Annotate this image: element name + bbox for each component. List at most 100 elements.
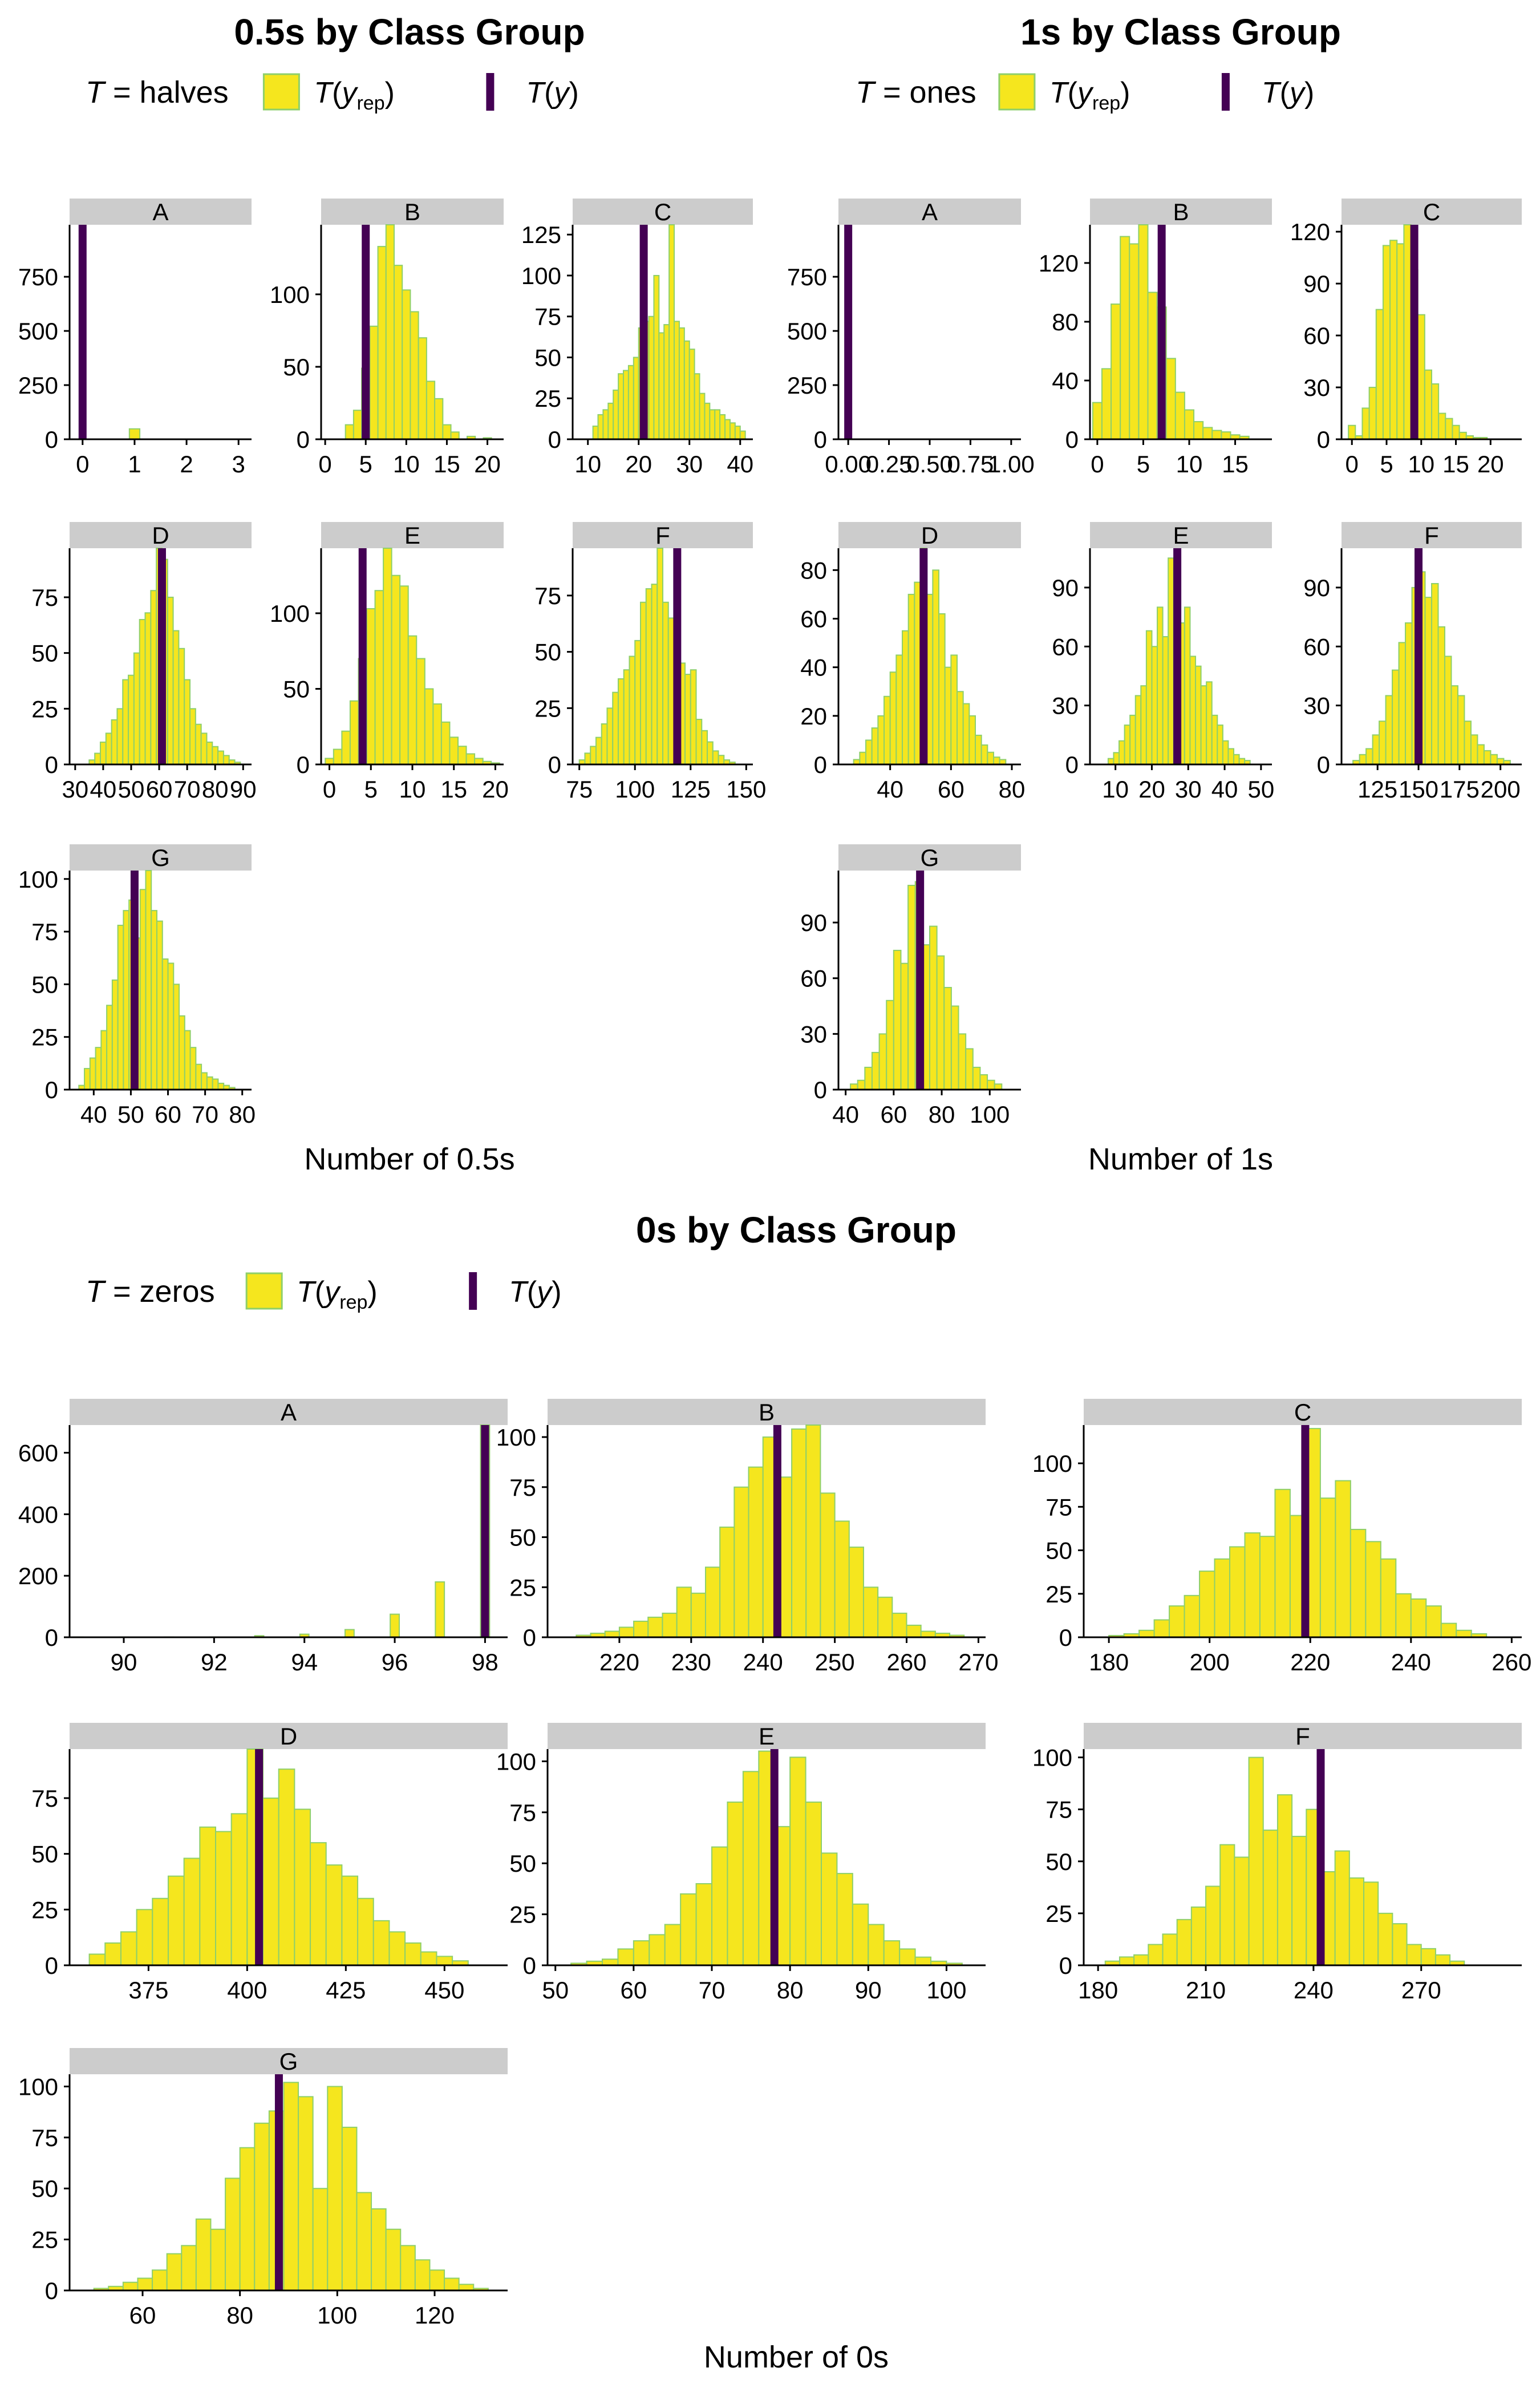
x-tick-label: 100: [970, 1101, 1010, 1128]
histogram-bar: [891, 1612, 907, 1638]
histogram-bar: [407, 635, 418, 766]
histogram-bar: [938, 613, 946, 765]
histogram-bar: [434, 398, 444, 440]
histogram-bar: [156, 920, 163, 1090]
histogram-bar: [1113, 752, 1120, 765]
panel-strip: [573, 522, 753, 548]
legend-observed-swatch: [469, 1272, 477, 1310]
histogram-bar: [1274, 1488, 1291, 1638]
histogram-bar: [1335, 1480, 1351, 1638]
histogram-bar: [612, 691, 619, 765]
x-tick-label: 20: [625, 451, 652, 477]
x-tick-label: 240: [1294, 1977, 1334, 2004]
x-tick-label: 70: [699, 1977, 726, 2004]
legend-statistic-label: T = ones: [856, 75, 976, 110]
x-axis-title: Number of 0s: [704, 2340, 889, 2374]
histogram-bar: [584, 752, 591, 765]
observed-line: [1410, 225, 1419, 439]
histogram-bar: [416, 658, 425, 765]
histogram-bar: [458, 2284, 475, 2292]
histogram-bar: [440, 721, 451, 765]
panel-a: A 0 250 500 750 0 1 2 3: [18, 199, 252, 477]
observed-line: [130, 871, 139, 1090]
histogram-bar: [1234, 1856, 1250, 1966]
histogram-bar: [932, 569, 940, 766]
histogram-bar: [645, 588, 653, 765]
histogram-bar: [1248, 1756, 1264, 1966]
histogram-bar: [151, 910, 157, 1090]
panel-strip: [573, 199, 753, 225]
panel-strip: [1084, 1723, 1522, 1749]
histogram-bar: [1190, 1906, 1207, 1966]
histogram-bar: [602, 409, 609, 440]
y-tick-label: 100: [521, 262, 561, 289]
histogram-bar: [1477, 744, 1485, 765]
histogram-bar: [388, 1931, 406, 1966]
histogram-bar: [889, 671, 897, 766]
legend-2: T = zeros T(yrep) T(y): [86, 1272, 562, 1313]
histogram-bar: [184, 679, 191, 765]
histogram-bar: [167, 1875, 185, 1966]
histogram-bar: [902, 630, 909, 765]
panel-strip: [70, 1399, 508, 1425]
x-tick-label: 260: [886, 1649, 926, 1675]
histogram-bar: [968, 715, 976, 765]
histogram-bar: [1348, 1877, 1365, 1966]
x-tick-label: 50: [1248, 776, 1275, 803]
y-tick-label: 0: [45, 2277, 58, 2304]
histogram-bar: [283, 2082, 299, 2292]
y-tick-label: 90: [800, 909, 827, 936]
x-tick-label: 270: [1401, 1977, 1441, 2004]
panel-label: E: [759, 1723, 775, 1750]
histogram-bar: [1111, 303, 1121, 440]
y-tick-label: 50: [31, 971, 58, 998]
histogram-bar: [444, 2277, 460, 2291]
histogram-bar: [374, 590, 384, 766]
panel-label: B: [1173, 199, 1189, 225]
y-tick-label: 0: [548, 751, 561, 778]
histogram-bar: [734, 426, 741, 440]
histogram-bar: [167, 962, 175, 1091]
histogram-bar: [201, 1072, 208, 1091]
x-tick-label: 92: [201, 1649, 228, 1675]
panel-label: F: [655, 522, 670, 549]
chart-title: 1s by Class Group: [1020, 11, 1341, 52]
histogram-bar: [865, 739, 873, 766]
panel-strip: [70, 2048, 508, 2074]
histogram-bar: [199, 1826, 216, 1966]
histogram-bar: [1389, 240, 1398, 440]
histogram-bar: [1120, 236, 1130, 440]
y-tick-label: 30: [800, 1021, 827, 1047]
x-tick-label: 70: [174, 776, 201, 803]
histogram-bar: [647, 1616, 663, 1638]
panel-label: G: [921, 844, 939, 871]
x-tick-label: 260: [1492, 1649, 1531, 1675]
panel-strip: [1090, 522, 1272, 548]
histogram-bar: [884, 695, 891, 765]
histogram-bar: [633, 1620, 649, 1638]
histogram-bar: [1124, 725, 1131, 766]
histogram-bar: [341, 2126, 358, 2291]
histogram-bar: [821, 1852, 838, 1966]
x-tick-label: 90: [111, 1649, 137, 1675]
histogram-bar: [742, 1771, 760, 1966]
panel-g: G 0 25 50 75 100 60 80 100 120: [18, 2048, 508, 2329]
x-tick-label: 50: [118, 776, 145, 803]
x-tick-label: 0: [1346, 451, 1359, 477]
panel-label: A: [152, 199, 168, 225]
histogram-bar: [390, 1613, 400, 1638]
y-tick-label: 0: [814, 426, 827, 453]
observed-line: [916, 871, 925, 1090]
histogram-bar: [465, 753, 476, 765]
histogram-bar: [1365, 748, 1373, 766]
y-tick-label: 500: [18, 318, 58, 345]
x-tick-label: 15: [440, 776, 467, 803]
x-tick-label: 60: [938, 776, 964, 803]
histogram-bar: [1382, 245, 1391, 440]
histogram-bar: [1138, 224, 1149, 440]
histogram-bar: [1118, 1956, 1135, 1966]
y-tick-label: 25: [1045, 1900, 1072, 1927]
histogram-bar: [709, 409, 716, 440]
x-tick-label: 10: [1176, 451, 1203, 477]
histogram-bar: [662, 601, 669, 765]
